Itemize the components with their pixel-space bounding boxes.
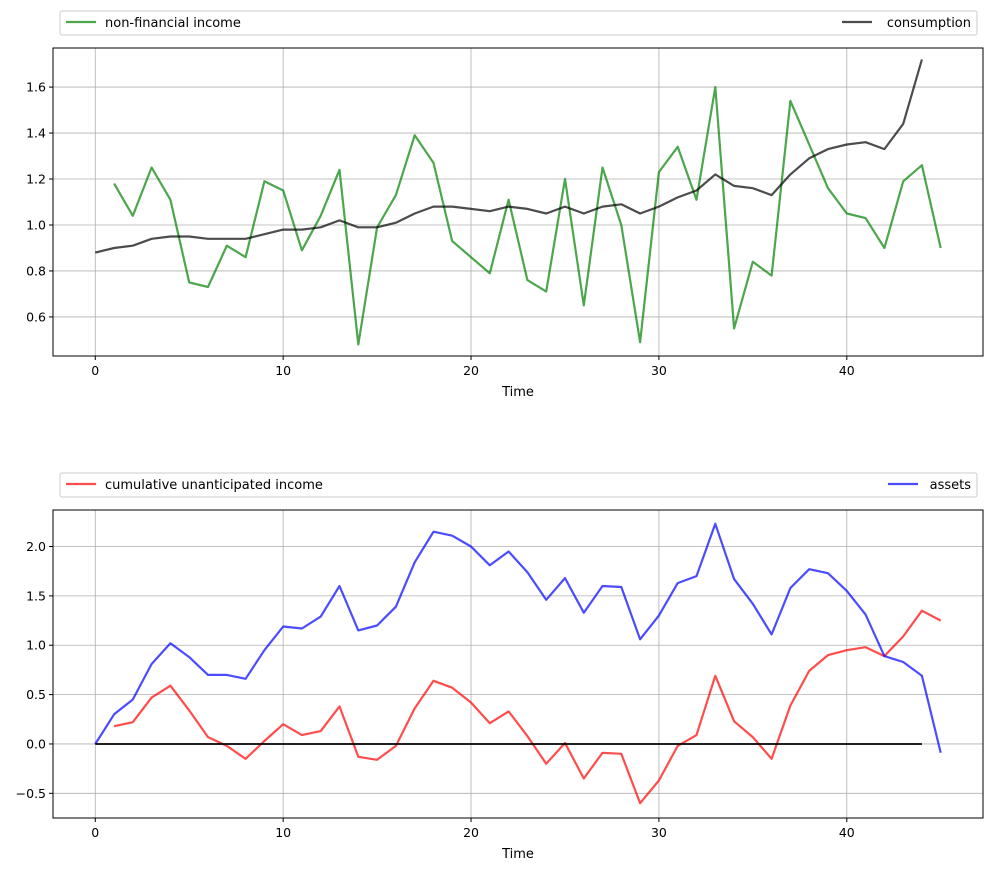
- legend-label-consumption: consumption: [887, 16, 971, 31]
- top-chart: non-financial income consumption Time 0 1…: [26, 10, 984, 400]
- top-legend-box: [59, 10, 978, 36]
- x-tick-label: 30: [651, 363, 667, 378]
- y-tick-label: 1.0: [26, 638, 46, 653]
- y-tick-label: 2.0: [26, 539, 46, 554]
- series-line-non-financial-income: [113, 85, 942, 346]
- y-tick-label: 0.0: [26, 736, 46, 751]
- plot-frame: [52, 47, 984, 357]
- y-tick-label: 1.4: [26, 126, 46, 141]
- x-tick-label: 40: [839, 825, 855, 840]
- x-tick-label: 0: [91, 825, 99, 840]
- series-line-cumulative-unanticipated-income: [113, 609, 942, 805]
- y-tick-label: 0.8: [26, 263, 46, 278]
- legend-label-cumulative-unanticipated-income: cumulative unanticipated income: [105, 478, 323, 493]
- y-tick-label: −0.5: [16, 786, 46, 801]
- y-tick-label: 0.6: [26, 309, 46, 324]
- bottom-x-axis-label: Time: [501, 847, 534, 862]
- plot-frame: [52, 509, 984, 819]
- x-tick-label: 10: [275, 825, 291, 840]
- x-tick-label: 10: [275, 363, 291, 378]
- x-tick-label: 40: [839, 363, 855, 378]
- bottom-chart: cumulative unanticipated income assets T…: [16, 472, 984, 862]
- bottom-legend-box: [59, 472, 978, 498]
- series-line-assets: [94, 522, 942, 754]
- y-tick-label: 1.5: [26, 588, 46, 603]
- y-tick-label: 1.6: [26, 80, 46, 95]
- top-x-axis-label: Time: [501, 385, 534, 400]
- y-tick-label: 1.0: [26, 217, 46, 232]
- y-tick-label: 1.2: [26, 172, 46, 187]
- x-tick-label: 20: [463, 363, 479, 378]
- x-tick-label: 30: [651, 825, 667, 840]
- x-tick-label: 20: [463, 825, 479, 840]
- series-line-consumption: [95, 59, 923, 254]
- legend-label-assets: assets: [930, 478, 972, 493]
- y-tick-label: 0.5: [26, 687, 46, 702]
- x-tick-label: 0: [91, 363, 99, 378]
- legend-label-non-financial-income: non-financial income: [105, 16, 241, 31]
